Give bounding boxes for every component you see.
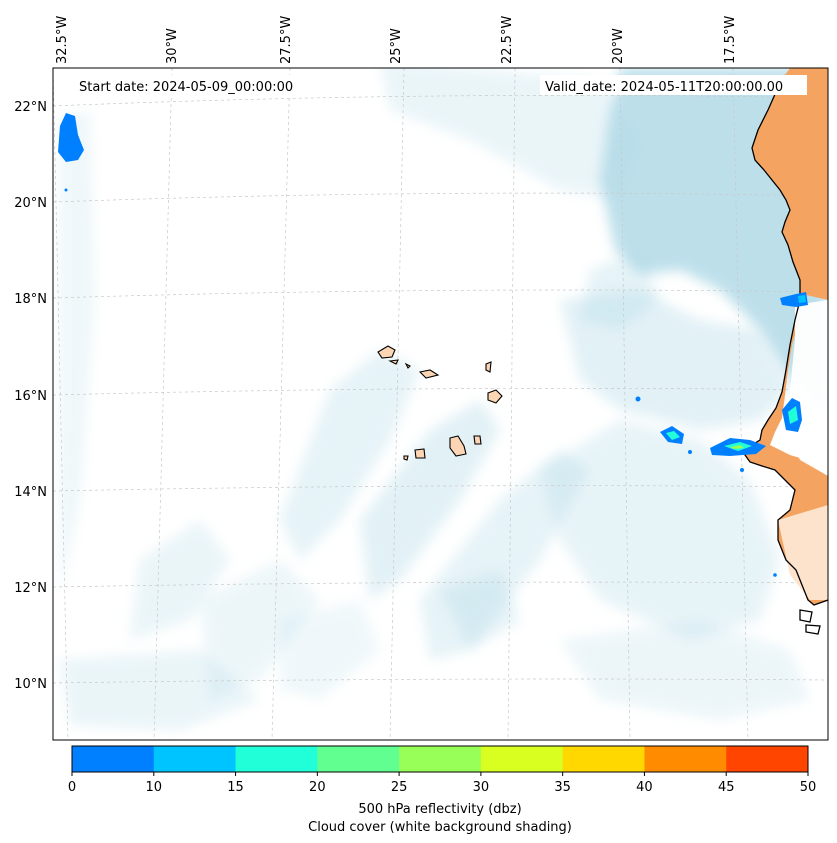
longitude-labels: 32.5°W 30°W 27.5°W 25°W 22.5°W 20°W 17.5…	[55, 16, 738, 64]
colorbar-frame	[71, 745, 809, 773]
cape-verde-islands	[377, 345, 503, 461]
start-date-label: Start date: 2024-05-09_00:00:00	[79, 80, 293, 95]
lat-label-22n: 22°N	[14, 100, 47, 115]
colorbar-tick-label: 15	[227, 780, 244, 795]
lat-label-10n: 10°N	[14, 677, 47, 692]
colorbar-segment	[399, 746, 482, 772]
colorbar-tick-label: 40	[636, 780, 653, 795]
colorbar-segment	[72, 746, 155, 772]
colorbar-tick-label: 30	[473, 780, 490, 795]
lat-label-16n: 16°N	[14, 389, 47, 404]
colorbar-tick-label: 25	[391, 780, 408, 795]
map-frame	[52, 67, 829, 741]
lon-label-32-5w: 32.5°W	[55, 16, 70, 64]
gridlines	[53, 68, 828, 740]
africa-land	[745, 68, 828, 605]
colorbar-segment	[153, 746, 237, 772]
colorbar-segment	[562, 746, 645, 772]
lon-label-25w: 25°W	[389, 28, 404, 64]
lat-label-18n: 18°N	[14, 292, 47, 307]
lon-label-30w: 30°W	[165, 28, 180, 64]
colorbar-tick-label: 0	[68, 780, 76, 795]
colorbar-tick-label: 10	[146, 780, 163, 795]
info-boxes: Start date: 2024-05-09_00:00:00 Valid_da…	[72, 75, 807, 95]
colorbar-tick-label: 35	[554, 780, 571, 795]
lat-label-14n: 14°N	[14, 485, 47, 500]
valid-date-label: Valid_date: 2024-05-11T20:00:00.00	[545, 80, 783, 95]
lat-label-12n: 12°N	[14, 581, 47, 596]
colorbar: 0 10 15 20 25 30 35 40 45 50	[68, 745, 817, 795]
lon-label-22-5w: 22.5°W	[500, 16, 515, 64]
colorbar-label-cloud-cover: Cloud cover (white background shading)	[308, 820, 572, 835]
colorbar-segment	[235, 746, 318, 772]
coastline	[744, 74, 828, 635]
lon-label-20w: 20°W	[611, 28, 626, 64]
lon-label-17-5w: 17.5°W	[723, 16, 738, 64]
reflectivity-cells	[58, 113, 808, 577]
colorbar-segment	[480, 746, 564, 772]
colorbar-tick-label: 45	[718, 780, 735, 795]
colorbar-segment	[726, 746, 809, 772]
colorbar-segment	[644, 746, 727, 772]
colorbar-tick-label: 20	[309, 780, 326, 795]
latitude-labels: 22°N 20°N 18°N 16°N 14°N 12°N 10°N	[14, 100, 47, 692]
lon-label-27-5w: 27.5°W	[279, 16, 294, 64]
cloud-cover-shading	[60, 68, 828, 730]
lat-label-20n: 20°N	[14, 196, 47, 211]
colorbar-tick-label: 50	[800, 780, 817, 795]
colorbar-segment	[317, 746, 400, 772]
colorbar-label-reflectivity: 500 hPa reflectivity (dbz)	[358, 802, 521, 817]
